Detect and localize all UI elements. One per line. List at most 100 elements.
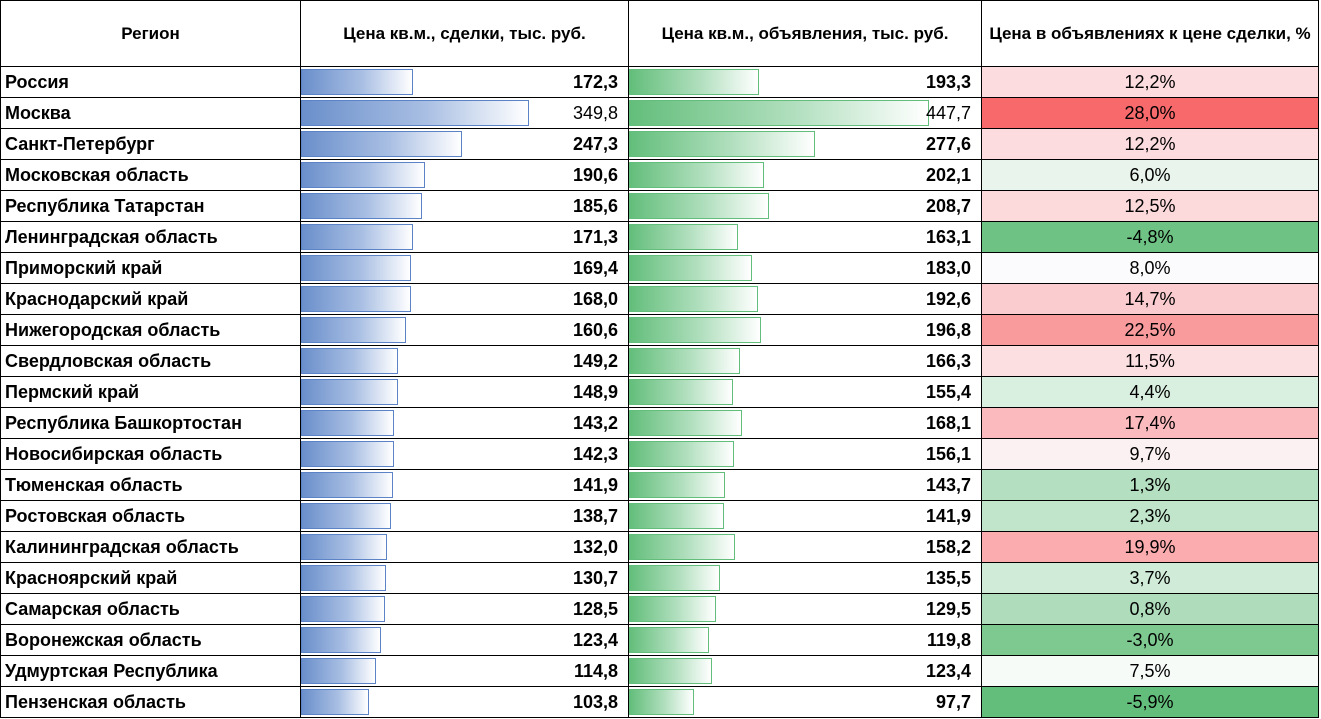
listing-price-bar <box>629 348 740 374</box>
listing-price-cell: 97,7 <box>628 686 982 718</box>
listing-price-value: 208,7 <box>925 195 971 216</box>
ratio-cell: 28,0% <box>981 97 1319 129</box>
listing-price-cell: 202,1 <box>628 159 982 191</box>
listing-price-value: 196,8 <box>925 319 971 340</box>
region-cell: Самарская область <box>0 593 301 625</box>
listing-price-cell: 192,6 <box>628 283 982 315</box>
deal-price-bar <box>301 379 398 405</box>
listing-price-cell: 447,7 <box>628 97 982 129</box>
deal-price-value: 143,2 <box>572 412 618 433</box>
listing-price-bar <box>629 224 738 250</box>
deal-price-value: 185,6 <box>572 195 618 216</box>
deal-price-cell: 168,0 <box>300 283 629 315</box>
ratio-cell: 12,2% <box>981 66 1319 98</box>
ratio-cell: 11,5% <box>981 345 1319 377</box>
listing-price-bar <box>629 193 769 219</box>
region-cell: Московская область <box>0 159 301 191</box>
region-cell: Тюменская область <box>0 469 301 501</box>
ratio-cell: 2,3% <box>981 500 1319 532</box>
table-row: Ленинградская область 171,3 163,1 -4,8% <box>0 221 1319 253</box>
deal-price-value: 132,0 <box>572 536 618 557</box>
listing-price-cell: 155,4 <box>628 376 982 408</box>
deal-price-value: 171,3 <box>572 226 618 247</box>
ratio-cell: 12,5% <box>981 190 1319 222</box>
listing-price-value: 168,1 <box>925 412 971 433</box>
ratio-cell: 4,4% <box>981 376 1319 408</box>
deal-price-cell: 130,7 <box>300 562 629 594</box>
deal-price-cell: 149,2 <box>300 345 629 377</box>
region-cell: Воронежская область <box>0 624 301 656</box>
deal-price-bar <box>301 348 398 374</box>
listing-price-cell: 158,2 <box>628 531 982 563</box>
ratio-cell: -4,8% <box>981 221 1319 253</box>
listing-price-bar <box>629 379 733 405</box>
deal-price-value: 149,2 <box>572 350 618 371</box>
region-cell: Нижегородская область <box>0 314 301 346</box>
header-ratio: Цена в объявлениях к цене сделки, % <box>981 0 1319 67</box>
listing-price-bar <box>629 286 758 312</box>
header-listing-price: Цена кв.м., объявления, тыс. руб. <box>628 0 982 67</box>
ratio-cell: 0,8% <box>981 593 1319 625</box>
listing-price-value: 97,7 <box>935 691 971 712</box>
listing-price-value: 155,4 <box>925 381 971 402</box>
deal-price-cell: 349,8 <box>300 97 629 129</box>
region-cell: Россия <box>0 66 301 98</box>
deal-price-value: 168,0 <box>572 288 618 309</box>
table-row: Калининградская область 132,0 158,2 19,9% <box>0 531 1319 563</box>
deal-price-bar <box>301 658 376 684</box>
deal-price-cell: 160,6 <box>300 314 629 346</box>
table-row: Москва 349,8 447,7 28,0% <box>0 97 1319 129</box>
table-row: Ростовская область 138,7 141,9 2,3% <box>0 500 1319 532</box>
deal-price-cell: 142,3 <box>300 438 629 470</box>
deal-price-value: 103,8 <box>572 691 618 712</box>
region-cell: Ленинградская область <box>0 221 301 253</box>
deal-price-cell: 169,4 <box>300 252 629 284</box>
deal-price-bar <box>301 193 422 219</box>
listing-price-bar <box>629 689 694 715</box>
deal-price-bar <box>301 689 369 715</box>
deal-price-cell: 114,8 <box>300 655 629 687</box>
deal-price-bar <box>301 627 381 653</box>
table-row: Приморский край 169,4 183,0 8,0% <box>0 252 1319 284</box>
deal-price-value: 160,6 <box>572 319 618 340</box>
table-row: Республика Башкортостан 143,2 168,1 17,4% <box>0 407 1319 439</box>
listing-price-bar <box>629 596 716 622</box>
table-row: Красноярский край 130,7 135,5 3,7% <box>0 562 1319 594</box>
listing-price-cell: 183,0 <box>628 252 982 284</box>
deal-price-value: 123,4 <box>572 629 618 650</box>
ratio-cell: 8,0% <box>981 252 1319 284</box>
deal-price-value: 128,5 <box>572 598 618 619</box>
listing-price-cell: 123,4 <box>628 655 982 687</box>
listing-price-value: 123,4 <box>925 660 971 681</box>
ratio-cell: 3,7% <box>981 562 1319 594</box>
listing-price-cell: 129,5 <box>628 593 982 625</box>
ratio-cell: 19,9% <box>981 531 1319 563</box>
table-row: Московская область 190,6 202,1 6,0% <box>0 159 1319 191</box>
deal-price-value: 349,8 <box>572 102 618 123</box>
listing-price-value: 141,9 <box>925 505 971 526</box>
deal-price-cell: 103,8 <box>300 686 629 718</box>
listing-price-value: 135,5 <box>925 567 971 588</box>
listing-price-value: 158,2 <box>925 536 971 557</box>
listing-price-bar <box>629 255 752 281</box>
deal-price-cell: 123,4 <box>300 624 629 656</box>
table-row: Россия 172,3 193,3 12,2% <box>0 66 1319 98</box>
listing-price-bar <box>629 410 742 436</box>
deal-price-value: 130,7 <box>572 567 618 588</box>
region-cell: Красноярский край <box>0 562 301 594</box>
ratio-cell: 1,3% <box>981 469 1319 501</box>
ratio-cell: -5,9% <box>981 686 1319 718</box>
region-cell: Ростовская область <box>0 500 301 532</box>
region-cell: Республика Башкортостан <box>0 407 301 439</box>
deal-price-value: 172,3 <box>572 71 618 92</box>
listing-price-bar <box>629 131 815 157</box>
table-row: Пензенская область 103,8 97,7 -5,9% <box>0 686 1319 718</box>
listing-price-cell: 119,8 <box>628 624 982 656</box>
table-body: Россия 172,3 193,3 12,2% Москва 349,8 447,7 28,… <box>0 66 1319 718</box>
deal-price-cell: 132,0 <box>300 531 629 563</box>
deal-price-bar <box>301 162 425 188</box>
deal-price-value: 114,8 <box>573 660 618 681</box>
deal-price-bar <box>301 565 386 591</box>
listing-price-bar <box>629 472 725 498</box>
listing-price-value: 192,6 <box>925 288 971 309</box>
